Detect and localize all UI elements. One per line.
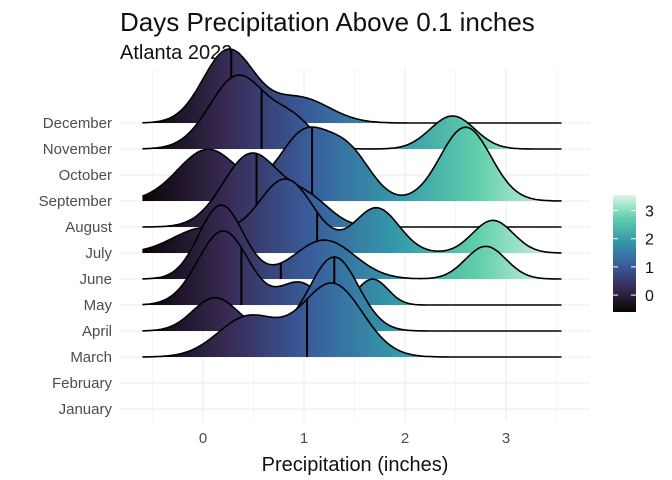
plot-panel <box>120 49 590 422</box>
y-tick-label: September <box>39 193 112 210</box>
y-tick-label: June <box>79 271 112 288</box>
y-tick-label: January <box>59 401 113 418</box>
x-tick-label: 2 <box>401 430 409 447</box>
ridges <box>142 49 561 357</box>
y-tick-label: December <box>43 115 112 132</box>
legend-tick-label: 3 <box>645 204 654 221</box>
legend-tick-label: 0 <box>645 288 654 305</box>
legend: 0 1 2 3 <box>613 195 654 312</box>
legend-colorbar <box>613 195 636 312</box>
x-tick-label: 1 <box>300 430 308 447</box>
legend-tick-label: 1 <box>645 260 654 277</box>
x-tick-label: 0 <box>199 430 207 447</box>
y-tick-label: October <box>59 167 112 184</box>
y-tick-label: November <box>43 141 112 158</box>
legend-tick-label: 2 <box>645 232 654 249</box>
x-axis-labels: 0 1 2 3 <box>199 430 510 447</box>
x-axis-title: Precipitation (inches) <box>262 454 449 476</box>
y-tick-label: May <box>84 297 113 314</box>
y-axis-labels: January February March April May June July Augu… <box>39 115 113 418</box>
y-tick-label: August <box>65 219 113 236</box>
y-tick-label: July <box>85 245 112 262</box>
y-tick-label: March <box>70 349 112 366</box>
y-tick-label: April <box>82 323 112 340</box>
y-tick-label: February <box>52 375 113 392</box>
x-tick-label: 3 <box>502 430 510 447</box>
chart-title: Days Precipitation Above 0.1 inches <box>120 7 535 37</box>
